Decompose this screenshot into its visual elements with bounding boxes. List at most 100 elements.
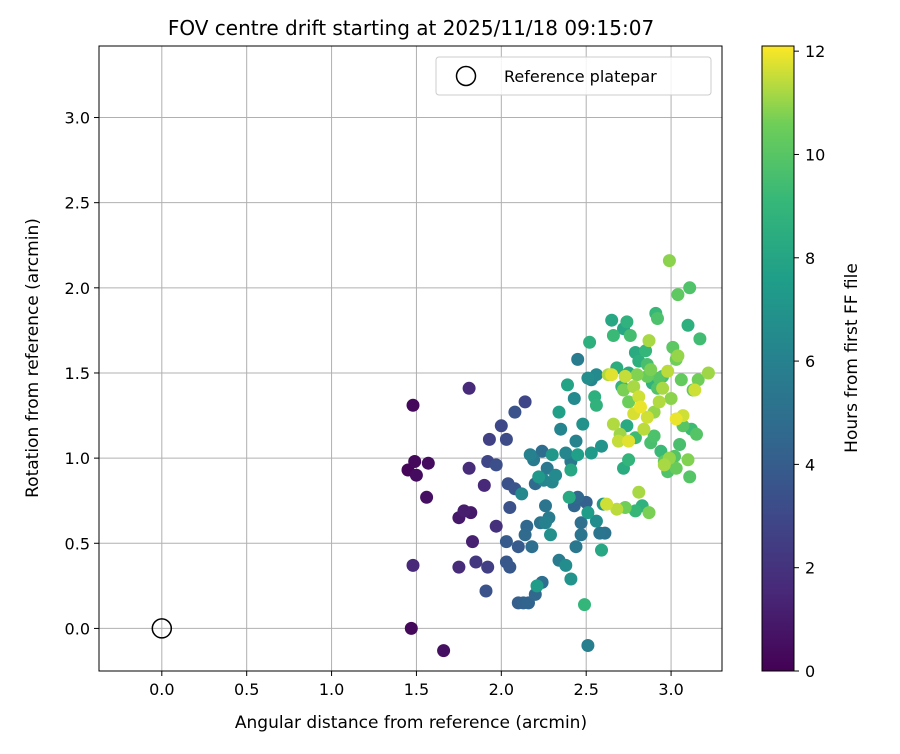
colorbar-tick-label: 8 (805, 249, 815, 268)
data-point (627, 380, 641, 394)
data-point (477, 478, 491, 492)
data-point (576, 417, 590, 431)
data-point (581, 506, 595, 520)
data-point (503, 560, 517, 574)
data-point (630, 368, 644, 382)
x-tick-label: 1.0 (319, 680, 344, 699)
data-point (552, 405, 566, 419)
data-point (674, 373, 688, 387)
reference-platepar-marker (151, 618, 173, 639)
legend-reference-marker (455, 65, 477, 87)
data-point (479, 584, 493, 598)
data-point (693, 332, 707, 346)
data-point (408, 455, 422, 468)
data-point (518, 528, 532, 542)
x-axis-ticks: 0.0 0.5 1.0 1.5 2.0 2.5 3.0 (149, 671, 684, 699)
x-tick-label: 1.5 (404, 680, 429, 699)
data-point (508, 405, 522, 419)
colorbar-tick-label: 2 (805, 559, 815, 578)
data-point (605, 313, 619, 327)
data-point (511, 540, 525, 554)
colorbar-tick-label: 6 (805, 352, 815, 371)
data-point (642, 334, 656, 348)
data-point (518, 395, 532, 409)
data-point (581, 371, 595, 385)
colorbar-tick-label: 0 (805, 662, 815, 681)
x-tick-label: 3.0 (658, 680, 683, 699)
data-point (661, 364, 675, 378)
data-point (617, 383, 630, 397)
x-tick-label: 0.5 (234, 680, 259, 699)
data-point (671, 349, 685, 363)
data-point (647, 429, 661, 443)
data-point (664, 392, 678, 405)
chart-title: FOV centre drift starting at 2025/11/18 … (168, 16, 654, 40)
data-point (584, 446, 598, 460)
data-point (569, 434, 583, 448)
y-axis-ticks: 0.0 0.5 1.0 1.5 2.0 2.5 3.0 (65, 109, 99, 638)
data-point (683, 281, 697, 295)
data-point (481, 560, 495, 574)
data-point (600, 497, 614, 511)
data-point (622, 434, 636, 448)
data-point (701, 366, 715, 380)
y-tick-label: 1.5 (65, 364, 90, 383)
data-point (574, 528, 588, 542)
data-point (406, 558, 420, 572)
data-point (618, 369, 632, 383)
legend: Reference platepar (435, 56, 712, 96)
data-point (640, 410, 654, 424)
y-axis-label: Rotation from reference (arcmin) (23, 218, 43, 498)
colorbar-ticks: 0 2 4 6 8 10 12 (794, 42, 825, 681)
data-point (499, 535, 513, 549)
data-points (401, 254, 715, 658)
data-point (595, 439, 608, 453)
data-point (637, 422, 651, 436)
data-point (622, 395, 636, 409)
data-point (691, 373, 705, 387)
data-point (489, 519, 503, 533)
data-point (525, 540, 539, 554)
data-point (583, 335, 597, 349)
data-point (634, 400, 647, 414)
data-point (549, 468, 563, 482)
colorbar-tick-label: 12 (805, 42, 825, 61)
data-point (595, 543, 608, 557)
colorbar-tick-label: 10 (805, 145, 825, 164)
plot-frame (98, 45, 723, 672)
data-point (437, 644, 451, 658)
data-point (623, 329, 637, 342)
data-point (567, 392, 581, 405)
data-point (606, 329, 620, 342)
data-point (644, 363, 658, 377)
data-point (574, 516, 588, 530)
data-point (564, 463, 578, 477)
data-point (610, 502, 624, 516)
colorbar-gradient (761, 45, 795, 672)
data-point (545, 448, 559, 462)
data-point (652, 395, 666, 409)
data-point (589, 398, 603, 412)
data-point (622, 453, 636, 467)
data-point (559, 558, 573, 572)
data-point (457, 504, 471, 518)
data-point (571, 448, 585, 462)
data-point (651, 312, 664, 325)
y-tick-label: 0.0 (65, 619, 90, 638)
data-point (673, 438, 687, 451)
data-point (688, 383, 702, 397)
data-point (532, 470, 546, 484)
data-point (657, 458, 671, 472)
data-point (539, 516, 552, 530)
data-point (669, 461, 683, 475)
data-point (639, 344, 653, 358)
data-point (632, 485, 646, 499)
data-point (690, 427, 703, 441)
legend-label: Reference platepar (504, 67, 657, 86)
data-point (606, 417, 620, 431)
x-tick-label: 2.0 (489, 680, 514, 699)
data-point (562, 490, 576, 504)
data-point (628, 504, 642, 518)
data-point (499, 432, 513, 446)
data-point (681, 453, 695, 467)
